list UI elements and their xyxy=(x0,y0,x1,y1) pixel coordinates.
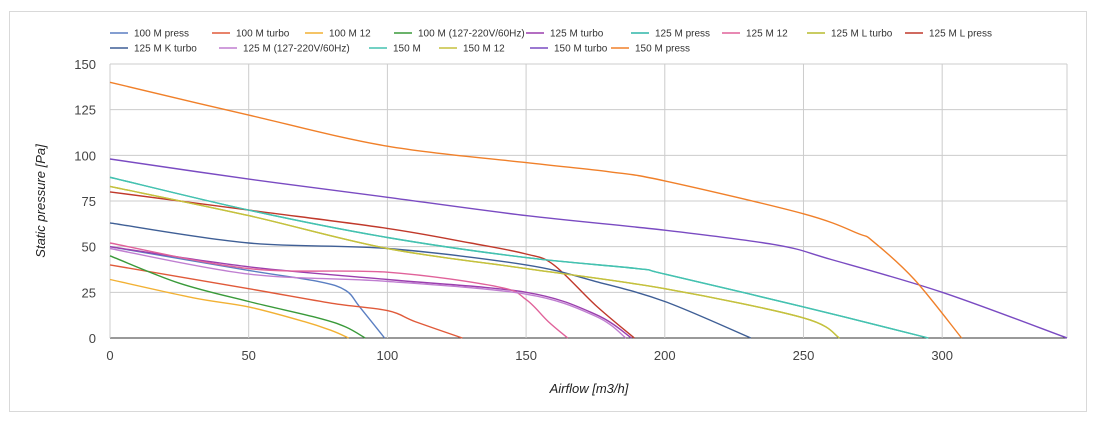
legend-item[interactable]: 100 M turbo xyxy=(212,29,290,40)
y-tick-label: 25 xyxy=(82,285,96,300)
chart-frame xyxy=(9,11,1087,412)
series-line-11[interactable] xyxy=(109,176,929,339)
x-tick-label: 0 xyxy=(106,348,113,363)
legend-item[interactable]: 100 M (127-220V/60Hz) xyxy=(394,29,525,40)
legend-item[interactable]: 100 M 12 xyxy=(305,29,371,40)
y-tick-label: 50 xyxy=(82,240,96,255)
series-line-6[interactable] xyxy=(109,242,569,339)
legend-item[interactable]: 150 M xyxy=(369,44,421,55)
legend-item[interactable]: 125 M (127-220V/60Hz) xyxy=(219,44,350,55)
legend-item[interactable]: 125 M K turbo xyxy=(110,44,197,55)
legend-label: 150 M 12 xyxy=(463,44,505,55)
grid-lines xyxy=(109,63,1068,339)
legend-item[interactable]: 125 M L turbo xyxy=(807,29,893,40)
legend-label: 125 M L turbo xyxy=(831,29,893,40)
legend-label: 125 M 12 xyxy=(746,29,788,40)
x-tick-label: 100 xyxy=(377,348,399,363)
legend-item[interactable]: 125 M press xyxy=(631,29,710,40)
legend-label: 100 M turbo xyxy=(236,29,290,40)
series-line-1[interactable] xyxy=(109,264,463,339)
x-tick-label: 250 xyxy=(793,348,815,363)
legend-label: 125 M turbo xyxy=(550,29,604,40)
y-axis-title: Static pressure [Pa] xyxy=(33,144,48,258)
legend-item[interactable]: 125 M turbo xyxy=(526,29,604,40)
legend-label: 150 M xyxy=(393,44,421,55)
legend-label: 125 M press xyxy=(655,29,710,40)
series-line-2[interactable] xyxy=(109,278,349,339)
legend-item[interactable]: 100 M press xyxy=(110,29,189,40)
series-line-10[interactable] xyxy=(109,247,627,339)
legend-label: 100 M (127-220V/60Hz) xyxy=(418,29,525,40)
y-tick-label: 125 xyxy=(74,103,96,118)
y-tick-label: 150 xyxy=(74,57,96,72)
series-lines xyxy=(109,81,1068,339)
x-tick-label: 200 xyxy=(654,348,676,363)
legend-item[interactable]: 125 M 12 xyxy=(722,29,788,40)
legend-item[interactable]: 150 M press xyxy=(611,44,690,55)
legend[interactable]: 100 M press 100 M turbo 100 M 12 100 M (127… xyxy=(110,29,992,55)
x-tick-label: 150 xyxy=(515,348,537,363)
legend-label: 100 M press xyxy=(134,29,189,40)
series-line-14[interactable] xyxy=(109,81,963,339)
series-line-13[interactable] xyxy=(109,158,1068,339)
series-line-4[interactable] xyxy=(109,246,632,339)
legend-item[interactable]: 150 M 12 xyxy=(439,44,505,55)
y-tick-label: 75 xyxy=(82,194,96,209)
legend-item[interactable]: 150 M turbo xyxy=(530,44,608,55)
x-axis-title: Airflow [m3/h] xyxy=(549,381,629,396)
series-line-9[interactable] xyxy=(109,222,752,339)
legend-label: 125 M K turbo xyxy=(134,44,197,55)
legend-label: 125 M (127-220V/60Hz) xyxy=(243,44,350,55)
legend-label: 125 M L press xyxy=(929,29,992,40)
legend-label: 150 M turbo xyxy=(554,44,608,55)
x-tick-label: 50 xyxy=(241,348,255,363)
y-tick-label: 0 xyxy=(89,331,96,346)
series-line-3[interactable] xyxy=(109,255,366,339)
x-tick-label: 300 xyxy=(931,348,953,363)
series-line-12[interactable] xyxy=(109,185,840,339)
legend-label: 100 M 12 xyxy=(329,29,371,40)
y-tick-label: 100 xyxy=(74,148,96,163)
axes: 0 25 50 75 100 125 150 0 50 100 150 200 250 300 xyxy=(74,57,953,363)
legend-item[interactable]: 125 M L press xyxy=(905,29,992,40)
legend-label: 150 M press xyxy=(635,44,690,55)
